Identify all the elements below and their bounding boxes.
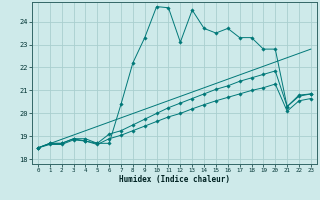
X-axis label: Humidex (Indice chaleur): Humidex (Indice chaleur)	[119, 175, 230, 184]
